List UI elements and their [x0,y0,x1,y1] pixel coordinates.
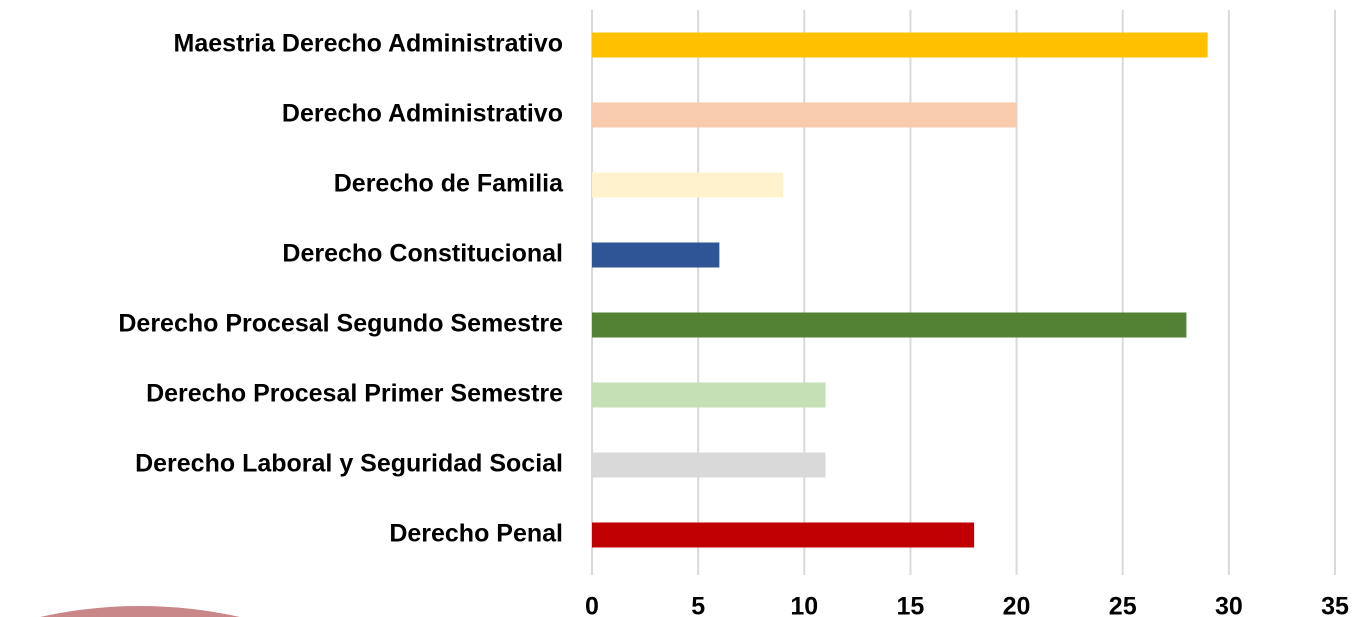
bar [592,312,1187,338]
y-tick-label: Derecho de Familia [334,170,564,198]
x-tick-label: 20 [1003,593,1031,617]
bar [592,382,826,408]
x-tick-label: 15 [897,593,925,617]
y-tick-label: Derecho Procesal Segundo Semestre [118,310,563,338]
x-tick-label: 0 [585,593,599,617]
y-tick-label: Derecho Penal [389,520,563,548]
x-tick-label: 10 [790,593,818,617]
y-tick-label: Derecho Constitucional [282,240,563,268]
bar [592,32,1208,58]
y-tick-label: Maestria Derecho Administrativo [174,30,563,58]
y-tick-label: Derecho Laboral y Seguridad Social [135,450,563,478]
bar [592,522,975,548]
bar [592,172,784,198]
logo-fragment [40,606,240,617]
x-tick-label: 5 [691,593,705,617]
y-tick-label: Derecho Procesal Primer Semestre [146,380,563,408]
bar [592,242,720,268]
x-tick-label: 25 [1109,593,1137,617]
x-tick-label: 35 [1321,593,1349,617]
bar [592,102,1017,128]
y-tick-label: Derecho Administrativo [282,100,563,128]
bar [592,452,826,478]
x-tick-label: 30 [1215,593,1243,617]
